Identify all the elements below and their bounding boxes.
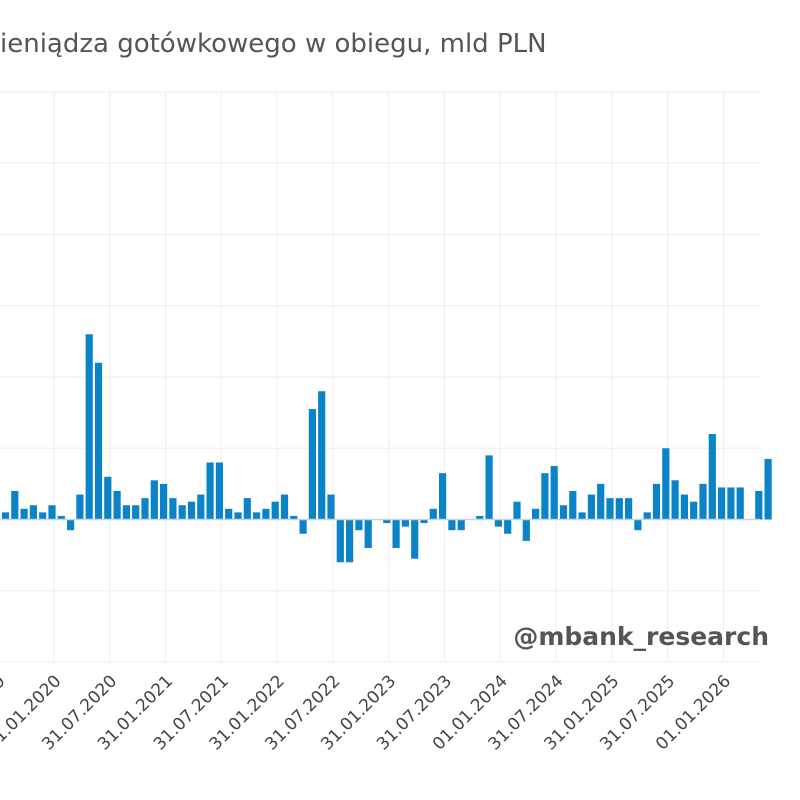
bar xyxy=(476,515,484,520)
bar xyxy=(597,483,605,520)
bar xyxy=(522,519,530,541)
bar xyxy=(634,519,642,531)
bars xyxy=(1,334,772,563)
bar xyxy=(625,498,633,520)
bar xyxy=(615,498,623,520)
bar xyxy=(318,391,326,520)
bar xyxy=(559,505,568,520)
bar xyxy=(48,505,56,520)
bar xyxy=(764,458,772,520)
bar xyxy=(383,519,391,524)
bar xyxy=(206,462,214,520)
bar xyxy=(243,498,251,520)
bar xyxy=(727,487,735,520)
bar xyxy=(141,498,149,520)
x-tick-label: 9 xyxy=(0,671,10,693)
bar xyxy=(234,512,242,520)
bar xyxy=(197,494,205,520)
bar xyxy=(336,519,344,563)
bar xyxy=(718,487,726,520)
bar xyxy=(178,505,186,520)
bar xyxy=(39,512,47,520)
bar xyxy=(262,508,270,520)
bar xyxy=(643,512,651,520)
bar xyxy=(364,519,372,548)
bar xyxy=(11,491,19,520)
watermark: @mbank_research xyxy=(513,622,769,651)
bar xyxy=(122,505,130,520)
bar xyxy=(420,519,428,524)
bar xyxy=(104,476,112,520)
bar xyxy=(448,519,456,531)
bar xyxy=(299,519,307,534)
bar xyxy=(355,519,363,531)
bar xyxy=(280,494,289,520)
bar xyxy=(29,505,37,520)
bar xyxy=(504,519,512,534)
x-axis-ticks: 931.01.202031.07.202031.01.202131.07.202… xyxy=(0,671,735,754)
bar xyxy=(215,462,223,520)
bar xyxy=(187,501,196,520)
bar xyxy=(160,483,168,520)
bar xyxy=(132,505,140,520)
bar xyxy=(57,515,65,520)
bar xyxy=(532,508,540,520)
bar xyxy=(346,519,354,563)
bar xyxy=(485,455,493,520)
bar xyxy=(671,480,679,520)
bar xyxy=(20,508,28,520)
bar xyxy=(699,483,707,520)
bar xyxy=(680,494,688,520)
bar xyxy=(550,466,558,520)
bar xyxy=(494,519,502,527)
bar xyxy=(225,508,233,520)
bar xyxy=(411,519,419,559)
bar xyxy=(392,519,400,548)
bar xyxy=(541,473,549,520)
chart-title: ieniądza gotówkowego w obiegu, mld PLN xyxy=(0,29,547,59)
bar xyxy=(253,512,261,520)
bar xyxy=(169,498,177,520)
bar xyxy=(85,334,93,520)
bar xyxy=(1,512,10,520)
bar xyxy=(662,448,670,520)
bar xyxy=(429,508,437,520)
bar xyxy=(652,483,661,520)
bar xyxy=(569,491,577,520)
bar xyxy=(327,494,335,520)
grid xyxy=(0,91,760,663)
bar xyxy=(271,501,279,520)
bar xyxy=(76,494,84,520)
bar xyxy=(113,491,121,520)
bar xyxy=(439,473,447,520)
bar xyxy=(606,498,614,520)
bar xyxy=(755,491,763,520)
bar xyxy=(578,512,586,520)
bar xyxy=(690,501,698,520)
bar xyxy=(736,487,744,520)
bar xyxy=(401,519,409,527)
bar xyxy=(587,494,595,520)
bar xyxy=(290,515,298,520)
bar xyxy=(513,501,521,520)
bar xyxy=(67,519,75,531)
bar xyxy=(457,519,465,531)
bar xyxy=(708,434,716,520)
bar xyxy=(150,480,158,520)
bar xyxy=(94,362,103,520)
bar xyxy=(308,409,316,520)
